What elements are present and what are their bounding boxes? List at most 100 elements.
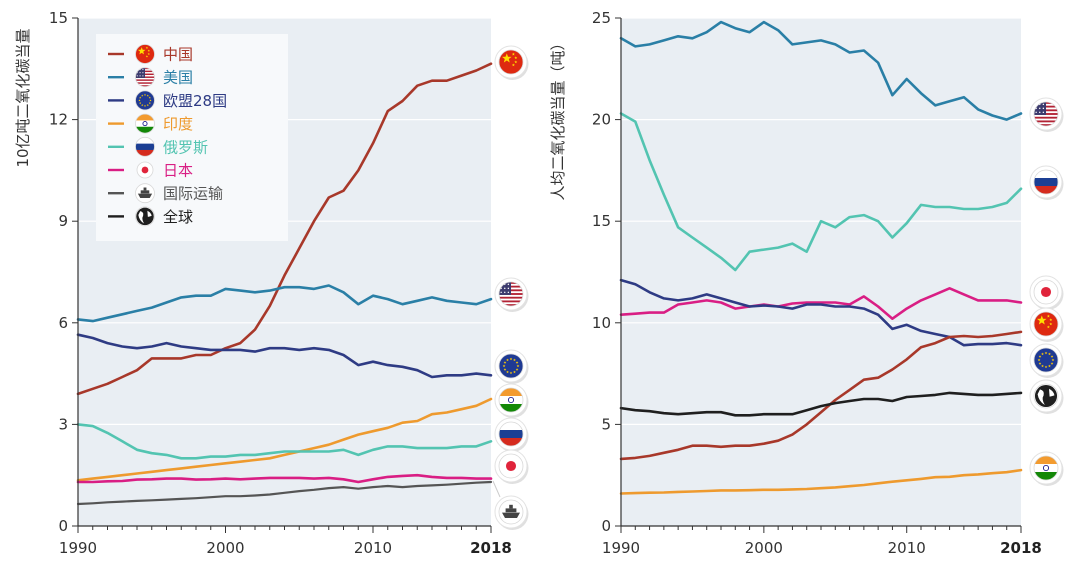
total-emissions-chart: 0 3 6 9 12 15 1990 2000 2010 2018 10亿吨二氧化碳当量 中国美… <box>14 9 512 557</box>
legend-label: 欧盟28国 <box>163 92 227 110</box>
right-x-tick-label: 2010 <box>888 539 926 557</box>
flag-usa-icon <box>135 67 155 88</box>
marker-flag-india <box>494 383 529 418</box>
marker-flag-china <box>1029 307 1064 342</box>
marker-globe <box>1029 379 1064 414</box>
left-series-lines <box>76 62 493 506</box>
ship-icon <box>135 183 155 204</box>
right-series-line-india <box>619 468 1023 495</box>
right-series-line-eu <box>619 278 1023 347</box>
ship-icon <box>498 499 524 525</box>
right-y-axis-label: 人均二氧化碳当量（吨） <box>549 35 567 200</box>
left-x-tick-label: 2000 <box>206 539 244 557</box>
series-end-markers <box>492 45 1064 530</box>
marker-flag-usa <box>1029 97 1064 132</box>
marker-ship <box>494 495 529 530</box>
right-series-line-russia <box>619 112 1023 272</box>
left-x-tick-label: 2010 <box>354 539 392 557</box>
left-x-tick-label: 2018 <box>470 539 512 557</box>
legend-item-india: 印度 <box>108 113 193 134</box>
globe-icon <box>135 206 155 227</box>
left-x-tick-labels: 1990 2000 2010 2018 <box>59 526 512 557</box>
flag-eu-icon <box>135 90 155 111</box>
flag-china-icon <box>1033 311 1059 337</box>
right-y-tick-label: 5 <box>601 415 611 433</box>
left-y-tick-label: 6 <box>58 314 68 332</box>
flag-india-icon <box>135 113 155 134</box>
flag-usa-icon <box>1033 101 1059 127</box>
left-series-line-russia <box>76 423 493 460</box>
left-series-line-eu <box>76 333 493 379</box>
left-series-line-usa <box>76 284 493 323</box>
flag-india-icon <box>498 387 524 413</box>
flag-eu-icon <box>498 353 524 379</box>
legend-label: 俄罗斯 <box>163 138 208 156</box>
right-y-tick-label: 25 <box>592 9 611 27</box>
per-capita-emissions-chart: 0 5 10 15 20 25 1990 2000 2010 2018 人均二氧化碳当量（吨） <box>549 9 1042 557</box>
marker-flag-eu <box>494 349 529 384</box>
legend-label: 日本 <box>163 162 193 180</box>
legend-label: 印度 <box>163 115 193 133</box>
legend-label: 中国 <box>163 46 193 64</box>
right-series-line-world <box>619 391 1023 417</box>
ship-marker-connector <box>492 480 501 498</box>
right-series-line-japan <box>619 287 1023 320</box>
marker-flag-russia <box>494 417 529 452</box>
right-x-tick-labels: 1990 2000 2010 2018 <box>602 526 1042 557</box>
right-series-line-usa <box>619 20 1023 121</box>
left-series-line-india <box>76 397 493 482</box>
flag-eu-icon <box>1033 347 1059 373</box>
left-series-line-china <box>76 62 493 396</box>
right-y-tick-label: 15 <box>592 212 611 230</box>
legend-item-china: 中国 <box>108 44 193 64</box>
marker-flag-japan <box>1029 275 1064 310</box>
flag-india-icon <box>1033 455 1059 481</box>
marker-flag-china <box>494 45 529 80</box>
flag-usa-icon <box>498 281 524 307</box>
flag-china-icon <box>498 49 524 75</box>
legend-item-world: 全球 <box>108 206 193 227</box>
marker-flag-usa <box>494 277 529 312</box>
flag-russia-icon <box>135 136 155 157</box>
flag-russia-icon <box>1033 169 1059 195</box>
legend-item-japan: 日本 <box>108 162 193 180</box>
legend-item-shipping: 国际运输 <box>108 183 223 204</box>
right-series-lines <box>619 20 1023 495</box>
legend-label: 国际运输 <box>163 185 223 203</box>
legend-item-usa: 美国 <box>108 67 193 88</box>
marker-flag-russia <box>1029 165 1064 200</box>
right-y-tick-label: 0 <box>601 517 611 535</box>
left-y-tick-label: 0 <box>58 517 68 535</box>
left-y-tick-label: 9 <box>58 212 68 230</box>
left-y-axis-label: 10亿吨二氧化碳当量 <box>14 28 32 167</box>
legend-label: 全球 <box>163 208 193 226</box>
legend-label: 美国 <box>163 69 193 87</box>
left-series-line-japan <box>76 473 493 484</box>
left-y-tick-label: 12 <box>49 111 68 129</box>
flag-japan-icon <box>498 453 524 479</box>
right-y-tick-label: 20 <box>592 111 611 129</box>
right-plot-background <box>621 18 1021 526</box>
left-y-tick-label: 15 <box>49 9 68 27</box>
flag-japan-icon <box>136 161 154 179</box>
left-y-tick-label: 3 <box>58 415 68 433</box>
legend-item-russia: 俄罗斯 <box>108 136 208 157</box>
right-y-tick-labels: 0 5 10 15 20 25 <box>592 9 621 535</box>
flag-japan-icon <box>1033 279 1059 305</box>
left-x-tick-label: 1990 <box>59 539 97 557</box>
marker-flag-japan <box>494 449 529 484</box>
left-series-line-shipping <box>76 480 493 506</box>
marker-flag-eu <box>1029 343 1064 378</box>
globe-icon <box>1033 383 1059 409</box>
marker-flag-india <box>1029 451 1064 486</box>
legend-item-eu: 欧盟28国 <box>108 90 227 111</box>
legend-box <box>96 34 288 241</box>
right-x-tick-label: 2018 <box>1000 539 1042 557</box>
flag-china-icon <box>135 44 155 64</box>
right-x-tick-label: 2000 <box>745 539 783 557</box>
right-y-tick-label: 10 <box>592 314 611 332</box>
